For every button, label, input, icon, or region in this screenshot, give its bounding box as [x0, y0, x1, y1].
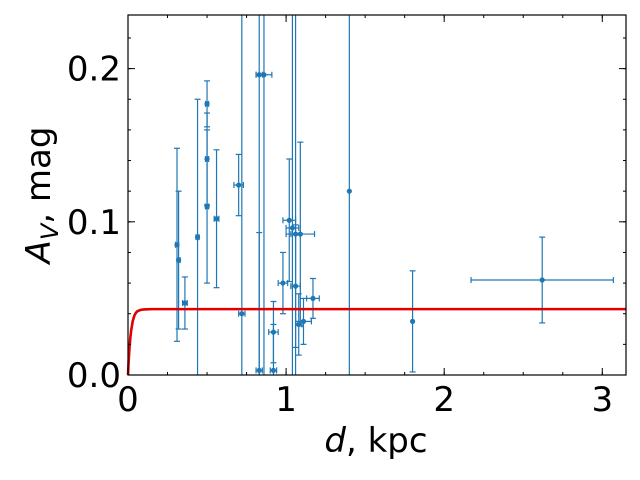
- plot-marks: [174, 15, 614, 375]
- data-point-3: [194, 98, 201, 375]
- y-axis-label-sub: V: [36, 222, 64, 240]
- data-point-7: [213, 149, 220, 289]
- data-point-14: [268, 300, 279, 364]
- x-axis-label-main: d: [324, 421, 346, 461]
- data-point-marker: [310, 295, 316, 302]
- x-tick-label: 1: [275, 380, 297, 420]
- data-point-marker: [239, 311, 245, 317]
- data-point-marker: [261, 72, 267, 78]
- x-tick-label: 0: [117, 380, 139, 420]
- data-point-marker: [182, 300, 188, 306]
- data-point-marker: [346, 188, 352, 194]
- data-point-marker: [175, 257, 182, 263]
- x-tick-label: 3: [591, 380, 613, 420]
- data-point-23: [306, 277, 320, 319]
- y-axis-label-main: A: [19, 240, 59, 265]
- data-point-16: [282, 158, 297, 283]
- data-point-marker: [194, 234, 201, 240]
- data-point-marker: [270, 329, 277, 335]
- data-point-2: [181, 276, 188, 330]
- data-point-marker: [213, 216, 220, 222]
- data-point-11: [255, 15, 273, 375]
- data-point-marker: [204, 101, 210, 107]
- data-point-24: [346, 15, 352, 375]
- y-tick-label: 0.2: [67, 50, 121, 90]
- y-tick-label: 0.0: [67, 356, 121, 396]
- data-point-1: [175, 190, 182, 330]
- data-point-9: [238, 15, 246, 375]
- data-point-6: [204, 129, 211, 284]
- model-curve-group: [126, 307, 626, 376]
- data-point-marker: [256, 367, 262, 374]
- data-point-marker: [297, 231, 303, 237]
- data-point-marker: [300, 318, 307, 324]
- y-axis-label-rest: , mag: [19, 127, 59, 224]
- data-point-marker: [286, 217, 292, 223]
- axis-ticks: [127, 15, 626, 376]
- tick-labels: 0 1 2 3 0.0 0.1 0.2: [67, 50, 613, 420]
- data-point-25: [409, 270, 416, 373]
- y-axis-label: AV, mag: [19, 127, 64, 266]
- x-axis-label-rest: , kpc: [346, 421, 428, 461]
- data-point-19: [285, 141, 316, 327]
- data-point-12: [255, 231, 263, 375]
- data-point-marker: [270, 367, 277, 374]
- data-point-marker: [280, 280, 286, 286]
- data-point-marker: [292, 283, 299, 289]
- model-line: [126, 307, 626, 376]
- data-point-marker: [236, 182, 242, 188]
- data-point-17: [285, 15, 300, 375]
- y-tick-label: 0.1: [67, 203, 121, 243]
- data-point-15: [277, 251, 289, 315]
- x-tick-label: 2: [433, 380, 455, 420]
- data-point-marker: [289, 225, 296, 231]
- data-point-22: [294, 297, 312, 345]
- data-point-marker: [409, 318, 416, 324]
- data-point-marker: [296, 321, 302, 328]
- plot-frame: [127, 14, 627, 376]
- x-axis-label: d, kpc: [324, 421, 427, 461]
- data-point-marker: [539, 277, 545, 283]
- data-point-marker: [204, 203, 210, 210]
- data-point-21: [294, 293, 303, 356]
